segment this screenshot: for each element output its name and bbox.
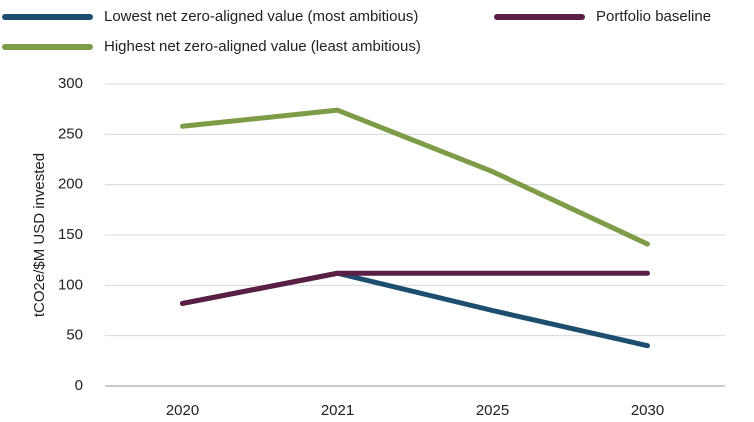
- x-tick-label: 2030: [631, 402, 664, 419]
- y-tick-label: 300: [58, 75, 83, 92]
- y-tick-label: 50: [66, 327, 83, 344]
- series-line: [180, 270, 650, 306]
- legend-label: Highest net zero-aligned value (least am…: [104, 38, 421, 55]
- legend-label: Lowest net zero-aligned value (most ambi…: [104, 8, 418, 25]
- legend-label: Portfolio baseline: [596, 8, 711, 25]
- x-tick-label: 2021: [321, 402, 354, 419]
- y-tick-label: 0: [75, 377, 83, 394]
- x-tick-label: 2020: [166, 402, 199, 419]
- series-line: [180, 270, 650, 349]
- series-line: [180, 107, 650, 247]
- y-tick-label: 100: [58, 276, 83, 293]
- y-tick-label: 250: [58, 125, 83, 142]
- y-tick-label: 200: [58, 176, 83, 193]
- x-tick-label: 2025: [476, 402, 509, 419]
- y-axis-label: tCO2e/$M USD invested: [31, 153, 48, 317]
- y-tick-label: 150: [58, 226, 83, 243]
